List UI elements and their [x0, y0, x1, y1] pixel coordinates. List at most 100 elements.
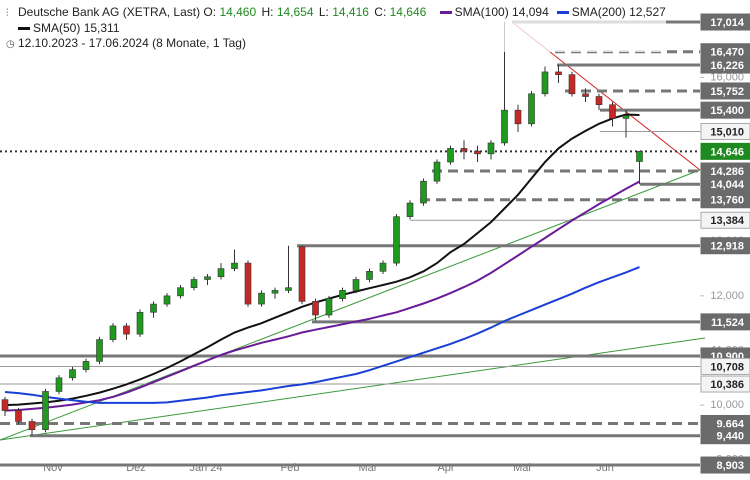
- ohlc-value: 14,654: [276, 5, 314, 19]
- level-label-box: [700, 101, 750, 119]
- level-label: 16,470: [710, 47, 744, 59]
- candle-body: [96, 339, 103, 362]
- level-lines: [0, 20, 700, 467]
- candle-body: [406, 202, 414, 217]
- candle-body: [352, 279, 360, 291]
- candle-body: [555, 71, 562, 75]
- y-tick-label: 10,000: [710, 399, 744, 411]
- candle-body: [298, 246, 306, 302]
- level-label-box: [700, 375, 750, 393]
- candle-body: [204, 276, 211, 280]
- legend-name: SMA(100): [454, 5, 509, 19]
- legend-value: 15,311: [83, 21, 120, 35]
- sma-line: [4, 180, 640, 412]
- candle-body: [55, 377, 63, 392]
- level-label-box: [700, 82, 750, 100]
- ohlc-key: L:: [318, 5, 329, 19]
- legend-swatch: [556, 11, 569, 15]
- level-label-box: [700, 211, 750, 229]
- level-label: 8,903: [716, 460, 744, 472]
- level-label: 13,760: [710, 195, 744, 207]
- candle-body: [231, 262, 238, 269]
- level-label-box: [700, 237, 750, 255]
- candle-body: [595, 96, 603, 106]
- candle-body: [339, 290, 346, 299]
- level-label-box: [700, 56, 750, 74]
- candle-body: [501, 109, 508, 144]
- candle-body: [150, 303, 157, 313]
- candle-body: [582, 93, 589, 97]
- level-label: 15,752: [710, 86, 744, 98]
- candle-body: [636, 151, 643, 162]
- level-label-box: [700, 427, 750, 445]
- level-label-box: [700, 456, 750, 474]
- candle-body: [244, 262, 252, 305]
- candle-body: [42, 391, 49, 430]
- legend: ⫶ Deutsche Bank AG (XETRA, Last) O: 14,46…: [6, 5, 666, 52]
- period: (8 Monate, 1 Tag): [152, 36, 246, 50]
- ohlc-value: 14,460: [219, 5, 257, 19]
- level-label: 11,524: [711, 317, 745, 329]
- candle-body: [69, 369, 76, 379]
- legend-row: ⫶ Deutsche Bank AG (XETRA, Last) O: 14,46…: [6, 5, 666, 19]
- candle-body: [447, 148, 454, 163]
- candle-body: [82, 361, 90, 370]
- candle-body: [163, 295, 171, 305]
- date-range: 12.10.2023 - 17.06.2024: [18, 36, 149, 50]
- level-label: 15,400: [710, 105, 744, 117]
- candle-body: [217, 268, 225, 278]
- ohlc-key: H:: [261, 5, 274, 19]
- level-label-box: [700, 313, 750, 331]
- legend-value: 12,527: [629, 5, 666, 19]
- candle-body: [474, 150, 481, 155]
- level-label: 14,044: [710, 179, 745, 191]
- legend-swatch: [18, 27, 30, 31]
- ohlc-value: 14,646: [389, 5, 427, 19]
- level-label-box: [700, 13, 750, 31]
- level-label: 16,226: [710, 60, 744, 72]
- level-label: 13,384: [710, 215, 745, 227]
- level-label: 14,646: [710, 146, 744, 158]
- level-label: 9,440: [716, 431, 744, 443]
- legend-name: SMA(200): [571, 5, 626, 19]
- candle-body: [366, 270, 373, 280]
- sma-line: [4, 266, 640, 404]
- instrument-title: Deutsche Bank AG (XETRA, Last): [18, 5, 201, 19]
- candle-body: [15, 410, 22, 422]
- level-label-box: [700, 191, 750, 209]
- candle-body: [528, 93, 535, 125]
- candle-body: [190, 279, 198, 288]
- level-label: 15,010: [710, 126, 744, 138]
- legend-name: SMA(50): [33, 21, 81, 35]
- ohlc: O: 14,460 H: 14,654 L: 14,416 C: 14,646: [203, 5, 431, 19]
- candle-body: [622, 115, 630, 119]
- candle-body: [514, 109, 522, 125]
- candle-body: [433, 161, 441, 182]
- legend-row: ◷ 12.10.2023 - 17.06.2024 (8 Monate, 1 Ta…: [6, 36, 246, 50]
- candle-body: [312, 301, 319, 316]
- level-label: 12,918: [710, 241, 744, 253]
- legend-swatch: [439, 11, 452, 15]
- level-label: 14,286: [710, 166, 744, 178]
- candle-body: [109, 325, 117, 340]
- candle-body: [541, 71, 549, 95]
- ohlc-key: C:: [374, 5, 387, 19]
- candle-body: [123, 325, 130, 335]
- candle-body: [487, 142, 495, 155]
- sma-line: [4, 113, 640, 407]
- level-label-box: [700, 142, 750, 160]
- candle-body: [28, 421, 36, 430]
- level-label: 10,708: [710, 361, 744, 373]
- legend-row: SMA(50) 15,311: [6, 21, 666, 36]
- candle-body: [460, 148, 468, 152]
- level-label: 10,386: [710, 379, 744, 391]
- level-label-box: [700, 357, 750, 375]
- y-tick-label: 12,000: [710, 290, 744, 302]
- candle-body: [177, 287, 184, 297]
- y-tick-label: 16,000: [710, 71, 744, 83]
- legend-value: 14,094: [512, 5, 549, 19]
- candle-body: [1, 399, 9, 411]
- ohlc-key: O:: [203, 5, 217, 19]
